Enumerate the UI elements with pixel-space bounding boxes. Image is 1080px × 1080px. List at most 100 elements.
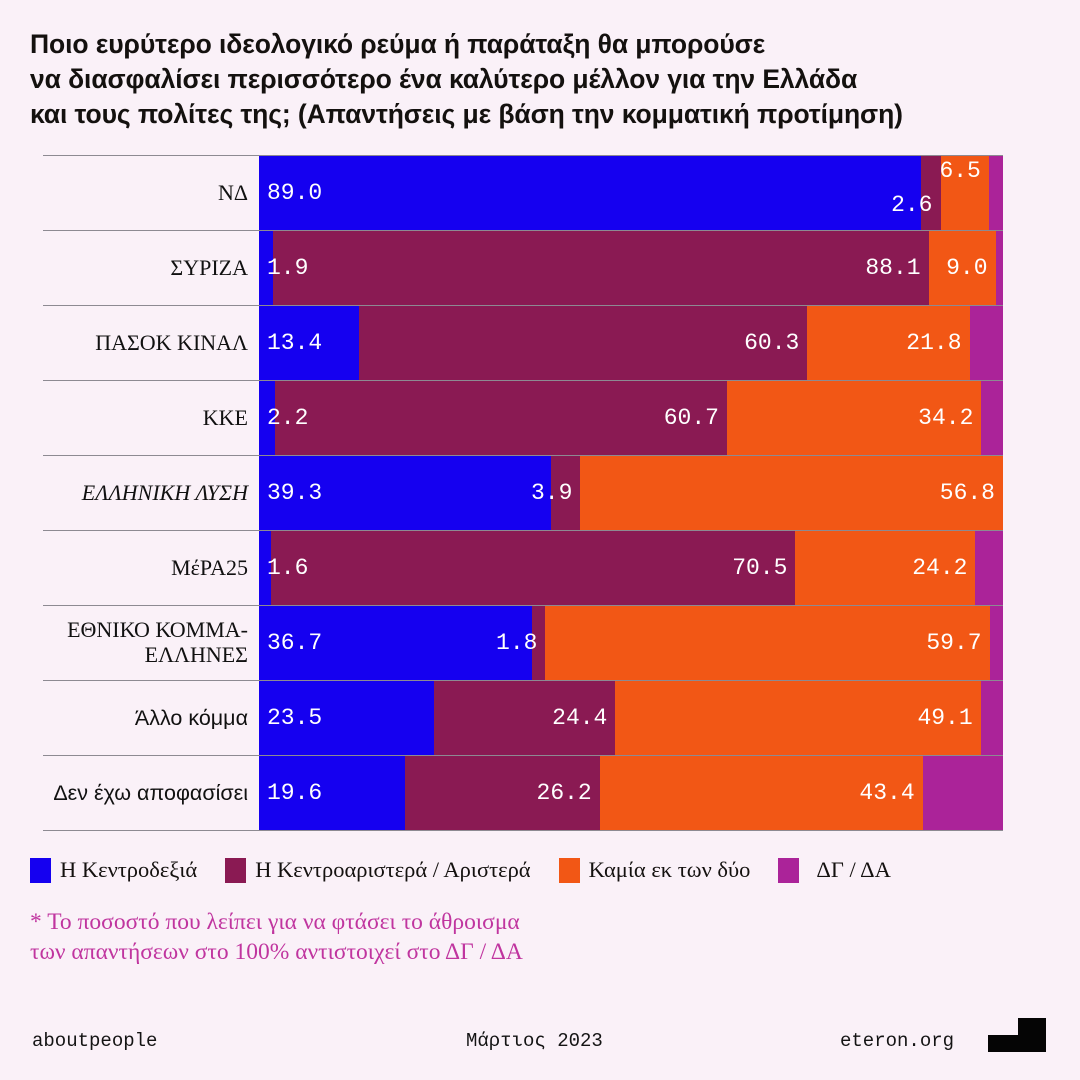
bar-segment-centre_right: 39.3 [259, 456, 552, 530]
bar-segment-value: 60.7 [663, 404, 719, 431]
bar-segment-value: 9.0 [946, 254, 988, 281]
row-category-label: Άλλο κόμμα [134, 705, 248, 730]
legend-item-neither[interactable]: Καμία εκ των δύο [558, 857, 751, 883]
row-category-label: ΝΔ [217, 179, 248, 205]
bar-segment-value: 59.7 [926, 629, 982, 656]
chart-row: ΚΚΕ 2.2 60.7 34.2 [43, 380, 1003, 455]
bar-segment-value: 1.9 [267, 254, 309, 281]
row-bar-track: 36.7 1.8 59.7 [259, 606, 1003, 680]
footer-brand-aboutpeople: aboutpeople [32, 1030, 158, 1052]
legend-item-centre_left[interactable]: Η Κεντροαριστερά / Αριστερά [225, 857, 531, 883]
bar-segment-value: 23.5 [267, 704, 323, 731]
bar-segment-centre_left: 2.6 [891, 156, 941, 230]
bar-segment-centre_right: 2.2 [259, 381, 308, 455]
bar-segment-dk_na [981, 381, 1003, 455]
bar-segment-value: 43.4 [859, 779, 915, 806]
legend-swatch-icon [225, 857, 247, 883]
bar-segment-value: 26.2 [536, 779, 592, 806]
bar-segment-value: 70.5 [732, 554, 788, 581]
bar-segment-neither: 43.4 [599, 756, 923, 830]
row-bar-track: 1.9 88.1 9.0 [259, 231, 1003, 305]
footnote-text: * Το ποσοστό που λείπει για να φτάσει το… [30, 909, 523, 965]
bar-segment-centre_right: 13.4 [259, 306, 359, 380]
row-bar-track: 2.2 60.7 34.2 [259, 381, 1003, 455]
row-category-label: Δεν έχω αποφασίσει [53, 780, 248, 805]
bar-segment-centre_left: 70.5 [270, 531, 796, 605]
bar-segment-value: 3.9 [530, 479, 573, 506]
chart-row: ΣΥΡΙΖΑ 1.9 88.1 9.0 [43, 230, 1003, 305]
bar-segment-value: 24.4 [552, 704, 608, 731]
bar-segment-neither: 34.2 [726, 381, 982, 455]
legend-item-label: Η Κεντροαριστερά / Αριστερά [255, 857, 531, 882]
row-bar-track: 19.6 26.2 43.4 [259, 756, 1003, 830]
chart-row: ΠΑΣΟΚ ΚΙΝΑΛ 13.4 60.3 21.8 [43, 305, 1003, 380]
bar-segment-neither: 59.7 [545, 606, 990, 680]
row-category-label: ΚΚΕ [202, 404, 248, 430]
bar-segment-centre_left: 60.3 [358, 306, 808, 380]
row-category-label: ΕΘΝΙΚΟ ΚΟΜΜΑ- ΕΛΛΗΝΕΣ [67, 617, 248, 667]
legend-item-label: ΔΓ / ΔΑ [816, 857, 891, 882]
bar-segment-value: 39.3 [267, 479, 323, 506]
row-bar-track: 13.4 60.3 21.8 [259, 306, 1003, 380]
bar-segment-value: 60.3 [744, 329, 800, 356]
legend-item-dk_na[interactable]: ΔΓ / ΔΑ [778, 857, 891, 883]
chart-row: ΜέΡΑ25 1.6 70.5 24.2 [43, 530, 1003, 605]
bar-segment-value: 1.8 [496, 629, 538, 656]
bar-segment-value: 13.4 [267, 329, 323, 356]
bar-segment-neither: 21.8 [807, 306, 970, 380]
row-category-label: ΕΛΛΗΝΙΚΗ ΛΥΣΗ [81, 479, 248, 505]
bar-segment-centre_right: 1.9 [259, 231, 308, 305]
row-bar-track: 89.0 2.6 6.5 [259, 156, 1003, 230]
chart-row: Άλλο κόμμα 23.5 24.4 49.1 [43, 680, 1003, 755]
bar-segment-value: 89.0 [267, 179, 323, 206]
legend-item-label: Η Κεντροδεξιά [60, 857, 198, 882]
row-category-label: ΠΑΣΟΚ ΚΙΝΑΛ [95, 329, 248, 355]
bar-segment-centre_left: 26.2 [404, 756, 600, 830]
bar-segment-neither: 6.5 [939, 156, 989, 230]
eteron-logo-icon [988, 1018, 1046, 1052]
legend-item-label: Καμία εκ των δύο [588, 857, 751, 882]
logo-bottom-block [988, 1035, 1046, 1052]
row-bar-track: 39.3 3.9 56.8 [259, 456, 1003, 530]
chart-row: ΕΛΛΗΝΙΚΗ ΛΥΣΗ 39.3 3.9 56.8 [43, 455, 1003, 530]
bar-segment-value: 2.2 [267, 404, 309, 431]
bar-segment-value: 36.7 [267, 629, 323, 656]
bar-segment-neither: 9.0 [928, 231, 996, 305]
bar-segment-value: 56.8 [939, 479, 995, 506]
bar-segment-value: 88.1 [865, 254, 921, 281]
chart-row: ΕΘΝΙΚΟ ΚΟΜΜΑ- ΕΛΛΗΝΕΣ 36.7 1.8 59.7 [43, 605, 1003, 680]
bar-segment-value: 19.6 [267, 779, 323, 806]
row-bar-track: 1.6 70.5 24.2 [259, 531, 1003, 605]
bar-segment-centre_left: 88.1 [273, 231, 929, 305]
bar-segment-centre_left: 1.8 [496, 606, 546, 680]
bar-segment-value: 6.5 [939, 157, 981, 184]
bar-segment-dk_na [969, 306, 1003, 380]
legend-item-centre_right[interactable]: Η Κεντροδεξιά [30, 857, 197, 883]
footer-brand-eteron: eteron.org [840, 1030, 955, 1052]
bar-segment-value: 24.2 [912, 554, 968, 581]
bar-segment-centre_left: 24.4 [433, 681, 616, 755]
footer-date: Μάρτιος 2023 [466, 1030, 603, 1052]
bar-segment-value: 34.2 [918, 404, 974, 431]
legend-swatch-icon [558, 857, 580, 883]
bar-segment-centre_right: 1.6 [259, 531, 308, 605]
row-category-label: ΣΥΡΙΖΑ [170, 254, 248, 280]
bar-segment-centre_right: 19.6 [259, 756, 405, 830]
chart-legend: Η Κεντροδεξιά Η Κεντροαριστερά / Αριστερά… [30, 857, 919, 883]
bar-segment-centre_left: 3.9 [531, 456, 581, 530]
chart-row: Δεν έχω αποφασίσει 19.6 26.2 43.4 [43, 755, 1003, 831]
bar-segment-neither: 49.1 [615, 681, 981, 755]
logo-top-block [1018, 1018, 1046, 1035]
bar-segment-value: 21.8 [906, 329, 962, 356]
bar-segment-dk_na [980, 681, 1003, 755]
page-title: Ποιο ευρύτερο ιδεολογικό ρεύμα ή παράταξ… [30, 29, 903, 129]
bar-segment-centre_left: 60.7 [275, 381, 727, 455]
bar-segment-dk_na [975, 531, 1003, 605]
bar-segment-value: 2.6 [891, 191, 933, 218]
legend-swatch-icon [30, 857, 51, 883]
bar-segment-value: 49.1 [917, 704, 973, 731]
chart-row: ΝΔ 89.0 2.6 6.5 [43, 155, 1003, 230]
bar-segment-centre_right: 36.7 [259, 606, 533, 680]
bar-segment-neither: 56.8 [580, 456, 1003, 530]
